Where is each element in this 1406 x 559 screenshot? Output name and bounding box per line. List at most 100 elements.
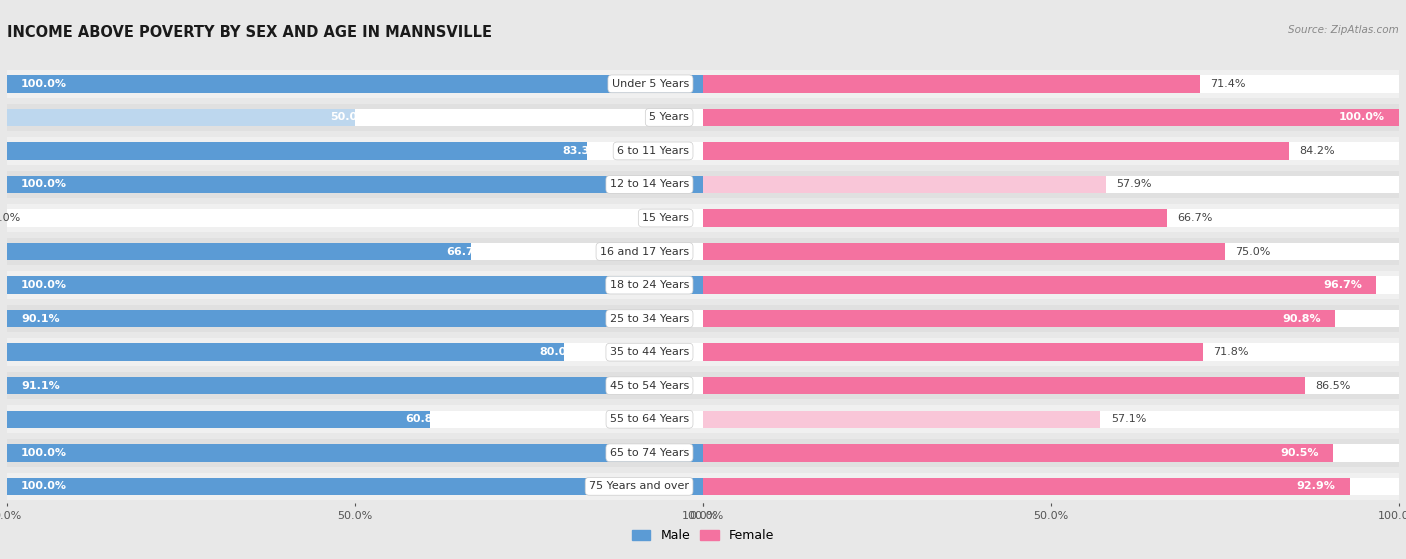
Bar: [703, 142, 1399, 160]
Legend: Male, Female: Male, Female: [627, 524, 779, 547]
Bar: [7, 103, 703, 131]
Bar: [703, 271, 1399, 299]
Text: 57.1%: 57.1%: [1111, 414, 1146, 424]
Bar: [7, 343, 703, 361]
Bar: [703, 444, 1333, 462]
Text: 86.5%: 86.5%: [1316, 381, 1351, 391]
Bar: [703, 70, 1399, 98]
Bar: [703, 108, 1399, 126]
Bar: [703, 472, 1399, 500]
Bar: [703, 343, 1202, 361]
Bar: [7, 410, 703, 428]
Bar: [7, 170, 703, 198]
Bar: [7, 310, 703, 328]
Text: 66.7%: 66.7%: [1178, 213, 1213, 223]
Text: INCOME ABOVE POVERTY BY SEX AND AGE IN MANNSVILLE: INCOME ABOVE POVERTY BY SEX AND AGE IN M…: [7, 25, 492, 40]
Text: 90.8%: 90.8%: [1282, 314, 1322, 324]
Bar: [703, 310, 1399, 328]
Bar: [7, 137, 703, 165]
Bar: [703, 142, 1289, 160]
Text: 35 to 44 Years: 35 to 44 Years: [610, 347, 689, 357]
Bar: [703, 176, 1399, 193]
Bar: [7, 310, 634, 328]
Text: 12 to 14 Years: 12 to 14 Years: [610, 179, 689, 190]
Text: 50.0%: 50.0%: [330, 112, 368, 122]
Text: 90.1%: 90.1%: [21, 314, 59, 324]
Text: 25 to 34 Years: 25 to 34 Years: [610, 314, 689, 324]
Text: 91.1%: 91.1%: [21, 381, 59, 391]
Text: 100.0%: 100.0%: [21, 179, 67, 190]
Text: 96.7%: 96.7%: [1323, 280, 1362, 290]
Bar: [703, 204, 1399, 232]
Bar: [703, 377, 1305, 395]
Bar: [703, 343, 1399, 361]
Bar: [703, 477, 1399, 495]
Bar: [7, 243, 703, 260]
Bar: [7, 108, 354, 126]
Bar: [7, 305, 703, 333]
Bar: [703, 477, 1350, 495]
Bar: [703, 209, 1399, 227]
Bar: [703, 377, 1399, 395]
Text: 100.0%: 100.0%: [1339, 112, 1385, 122]
Bar: [703, 276, 1376, 294]
Bar: [703, 305, 1399, 333]
Bar: [703, 176, 1107, 193]
Text: 45 to 54 Years: 45 to 54 Years: [610, 381, 689, 391]
Text: 71.4%: 71.4%: [1211, 79, 1246, 89]
Bar: [7, 75, 703, 93]
Text: 75.0%: 75.0%: [1236, 247, 1271, 257]
Bar: [703, 372, 1399, 400]
Text: 6 to 11 Years: 6 to 11 Years: [617, 146, 689, 156]
Bar: [703, 243, 1225, 260]
Text: 100.0%: 100.0%: [21, 79, 67, 89]
Text: Under 5 Years: Under 5 Years: [612, 79, 689, 89]
Text: 83.3%: 83.3%: [562, 146, 600, 156]
Bar: [703, 108, 1399, 126]
Bar: [703, 238, 1399, 266]
Bar: [7, 439, 703, 467]
Bar: [7, 204, 703, 232]
Text: 60.8%: 60.8%: [405, 414, 444, 424]
Bar: [703, 338, 1399, 366]
Bar: [7, 75, 703, 93]
Bar: [7, 276, 703, 294]
Text: 100.0%: 100.0%: [21, 481, 67, 491]
Bar: [703, 75, 1199, 93]
Text: 75 Years and over: 75 Years and over: [589, 481, 689, 491]
Bar: [7, 108, 703, 126]
Bar: [7, 243, 471, 260]
Text: 15 Years: 15 Years: [643, 213, 689, 223]
Bar: [7, 477, 703, 495]
Bar: [7, 444, 703, 462]
Bar: [7, 372, 703, 400]
Bar: [7, 176, 703, 193]
Text: 55 to 64 Years: 55 to 64 Years: [610, 414, 689, 424]
Bar: [7, 377, 641, 395]
Text: Source: ZipAtlas.com: Source: ZipAtlas.com: [1288, 25, 1399, 35]
Bar: [7, 410, 430, 428]
Bar: [7, 209, 703, 227]
Bar: [7, 472, 703, 500]
Bar: [703, 75, 1399, 93]
Bar: [7, 377, 703, 395]
Text: 92.9%: 92.9%: [1296, 481, 1336, 491]
Bar: [703, 310, 1334, 328]
Bar: [703, 209, 1167, 227]
Bar: [7, 142, 586, 160]
Bar: [703, 243, 1399, 260]
Bar: [703, 137, 1399, 165]
Text: 66.7%: 66.7%: [446, 247, 485, 257]
Text: 100.0%: 100.0%: [21, 280, 67, 290]
Bar: [7, 444, 703, 462]
Text: 84.2%: 84.2%: [1299, 146, 1336, 156]
Bar: [703, 410, 1101, 428]
Bar: [703, 405, 1399, 433]
Bar: [7, 343, 564, 361]
Bar: [703, 444, 1399, 462]
Bar: [7, 271, 703, 299]
Text: 90.5%: 90.5%: [1281, 448, 1319, 458]
Bar: [7, 142, 703, 160]
Bar: [703, 103, 1399, 131]
Bar: [7, 238, 703, 266]
